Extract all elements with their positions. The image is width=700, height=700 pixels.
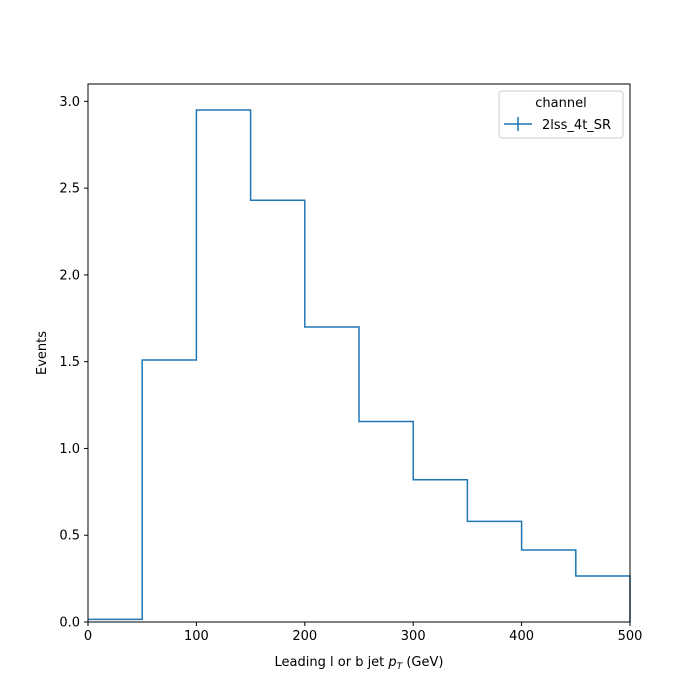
chart-marks <box>88 109 631 622</box>
x-tick-label: 300 <box>401 629 426 644</box>
x-axis: 0 100 200 300 400 500 <box>84 622 643 644</box>
y-tick-label: 3.0 <box>59 95 80 110</box>
y-tick-label: 0.0 <box>59 616 80 631</box>
x-tick-label: 200 <box>292 629 317 644</box>
x-tick-label: 0 <box>84 629 92 644</box>
legend-title: channel <box>535 96 586 111</box>
x-tick-label: 400 <box>509 629 534 644</box>
y-tick-label: 1.5 <box>59 355 80 370</box>
x-tick-label: 500 <box>618 629 643 644</box>
x-axis-label-text: Leading l or b jet <box>275 655 389 670</box>
x-axis-label: Leading l or b jet pT (GeV) <box>275 655 444 672</box>
y-tick-label: 1.0 <box>59 442 80 457</box>
legend-entry-label: 2lss_4t_SR <box>542 118 611 133</box>
legend: channel 2lss_4t_SR <box>498 90 624 139</box>
y-tick-label: 0.5 <box>59 529 80 544</box>
x-axis-label-math: p <box>387 655 396 670</box>
plot-frame <box>87 83 631 623</box>
x-tick-label: 100 <box>184 629 209 644</box>
x-axis-label-unit: (GeV) <box>402 655 443 670</box>
y-axis: 0.0 0.5 1.0 1.5 2.0 2.5 3.0 <box>59 95 88 631</box>
y-tick-label: 2.5 <box>59 182 80 197</box>
histogram-step-line <box>88 109 631 622</box>
y-axis-label: Events <box>35 331 50 375</box>
legend-box <box>498 90 624 139</box>
x-axis-label-subscript: T <box>397 662 404 672</box>
y-tick-label: 2.0 <box>59 268 80 283</box>
